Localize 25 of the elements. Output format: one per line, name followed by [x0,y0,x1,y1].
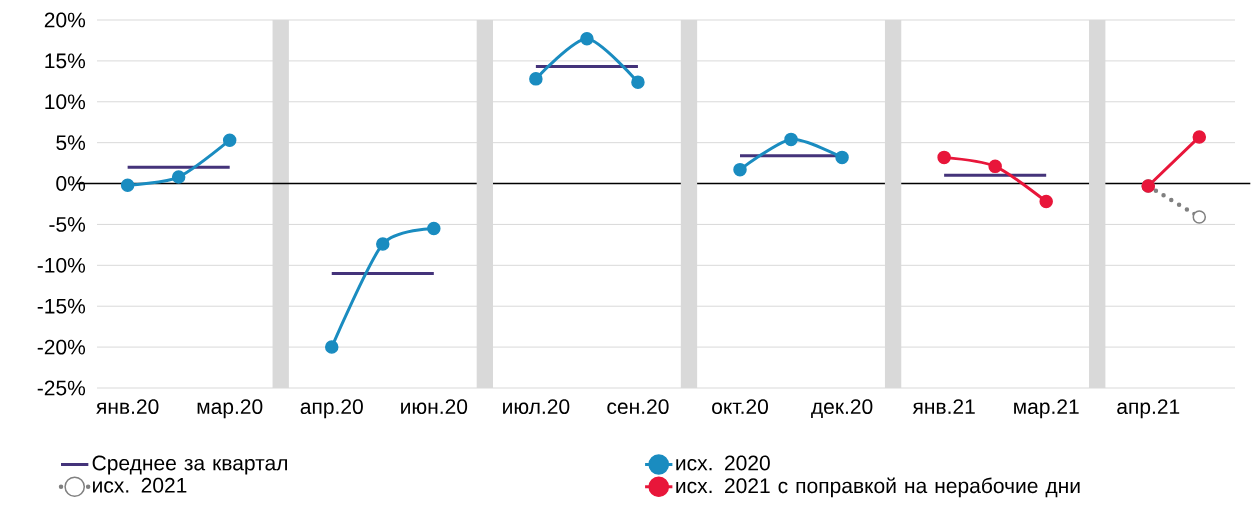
x-tick-label: мар.21 [1014,399,1079,419]
y-tick-label: -15% [37,298,86,314]
x-tick-label: янв.20 [96,399,159,415]
y-tick-label: -20% [37,339,86,355]
x-tick-label: апр.21 [1117,399,1180,419]
legend-label: исх. 2020 [676,455,770,471]
x-tick-label: янв.21 [912,399,975,414]
y-tick-label: -10% [37,257,86,273]
legend-label: исх. 2021 с поправкой на нерабочие дни [676,477,1080,498]
legend-label: исх. 2021 [93,477,187,493]
y-tick-label: 5% [56,135,86,151]
y-tick-label: 0% [56,176,86,191]
legend-label: Среднее за квартал [92,455,287,475]
y-tick-label: 15% [45,53,86,69]
x-tick-label: мар.20 [197,399,263,419]
y-tick-label: 10% [45,94,86,110]
x-tick-label: дек.20 [811,399,873,419]
x-tick-label: июн.20 [401,399,468,415]
x-tick-label: апр.20 [300,399,363,419]
x-tick-label: сен.20 [607,399,669,415]
x-tick-label: окт.20 [712,399,768,415]
y-tick-label: 20% [44,12,86,28]
y-tick-label: -25% [37,380,86,396]
x-tick-label: июл.20 [503,399,570,415]
y-tick-label: -5% [49,217,86,232]
